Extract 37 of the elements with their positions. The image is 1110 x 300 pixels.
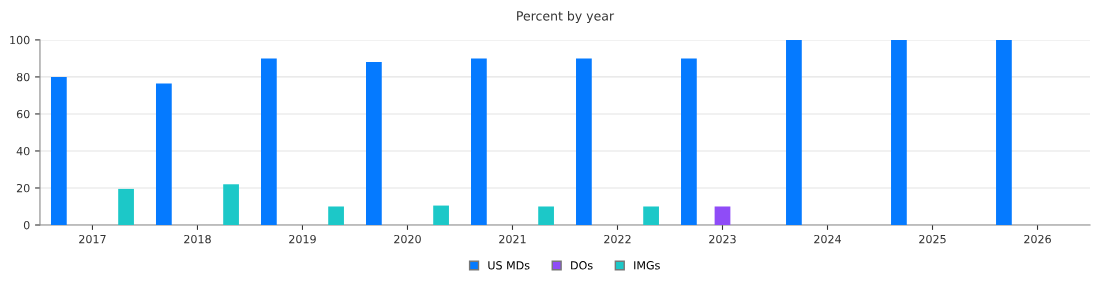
bar xyxy=(433,205,449,225)
bar xyxy=(50,76,67,225)
bar xyxy=(118,188,134,225)
legend-label: DOs xyxy=(571,261,593,270)
x-tick-label: 2020 xyxy=(394,234,421,244)
x-tick-label: 2022 xyxy=(604,234,631,244)
x-tick-label: 2024 xyxy=(814,234,842,244)
legend-label: IMGs xyxy=(634,261,660,270)
x-tick-label: 2018 xyxy=(184,234,211,244)
x-tick-label: 2025 xyxy=(919,234,946,244)
bar xyxy=(328,206,344,225)
x-tick-label: 2021 xyxy=(499,234,526,244)
bar xyxy=(223,184,239,225)
y-tick-label: 60 xyxy=(16,109,30,119)
y-tick-label: 20 xyxy=(16,183,30,193)
chart-title: Percent by year xyxy=(517,10,615,24)
y-tick-label: 80 xyxy=(16,72,30,82)
y-tick-label: 0 xyxy=(23,220,30,230)
y-tick-label: 40 xyxy=(16,146,30,156)
bar xyxy=(538,206,554,225)
bar xyxy=(714,206,731,225)
bar xyxy=(471,58,487,225)
x-tick-label: 2023 xyxy=(709,234,736,244)
bar xyxy=(996,39,1012,225)
x-tick-label: 2019 xyxy=(289,234,316,244)
bar xyxy=(786,39,802,225)
bar xyxy=(643,206,659,225)
bar xyxy=(891,39,907,225)
x-tick-label: 2026 xyxy=(1024,234,1051,244)
bar xyxy=(576,58,592,225)
bar xyxy=(681,58,697,225)
legend-label: US MDs xyxy=(488,261,530,270)
x-tick-label: 2017 xyxy=(79,234,106,244)
bar xyxy=(366,62,382,225)
bar xyxy=(155,83,172,225)
y-tick-label: 100 xyxy=(10,35,30,45)
bar xyxy=(261,58,277,225)
